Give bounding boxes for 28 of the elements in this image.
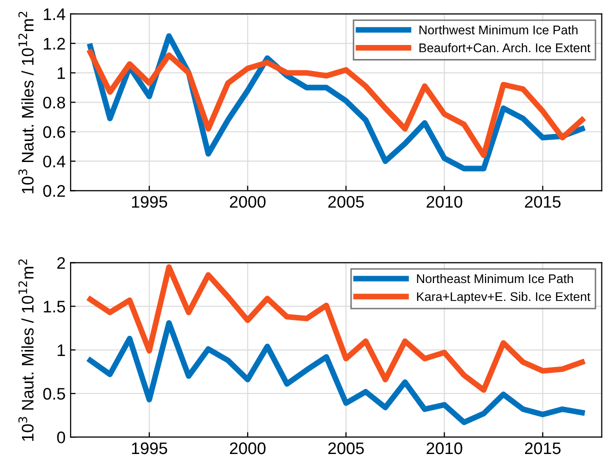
y-tick-label: 1.2 [44,38,65,50]
legend-label: Northwest Minimum Ice Path [420,25,578,34]
y-tick-label: 0.6 [43,126,66,138]
x-tick-label: 2015 [525,442,561,454]
y-tick-label: 0.8 [43,96,66,109]
legend-label: Northeast Minimum Ice Path [417,274,573,284]
y-tick-label: 0.4 [43,156,66,168]
x-tick-label: 2010 [426,442,462,454]
legend-label: Beaufort+Can. Arch. Ice Extent [420,43,590,52]
x-tick-label: 2015 [525,196,561,208]
y-tick-label: 1 [58,344,65,356]
y-tick-label: 0.2 [43,185,65,197]
x-tick-label: 2000 [230,196,266,208]
x-tick-label: 2000 [230,442,266,454]
x-tick-label: 1995 [132,442,168,454]
y-axis-title: 10$^{3}$ Naut. Miles / 10$^{12}$m$^{2}$ [18,12,34,194]
y-tick-label: 1 [58,67,65,79]
y-axis-title: 10$^{3}$ Naut. Miles / 10$^{12}$m$^{2}$ [18,259,34,441]
y-tick-label: 2 [57,257,65,269]
y-tick-label: 0 [57,432,66,444]
x-tick-label: 2010 [426,196,462,208]
y-tick-label: 0.5 [43,388,66,400]
legend-label: Kara+Laptev+E. Sib. Ice Extent [417,292,590,304]
x-tick-label: 2005 [328,196,364,208]
y-tick-label: 1.4 [44,8,66,20]
x-tick-label: 1995 [132,196,168,208]
x-tick-label: 2005 [328,442,364,454]
y-tick-label: 1.5 [44,300,66,313]
